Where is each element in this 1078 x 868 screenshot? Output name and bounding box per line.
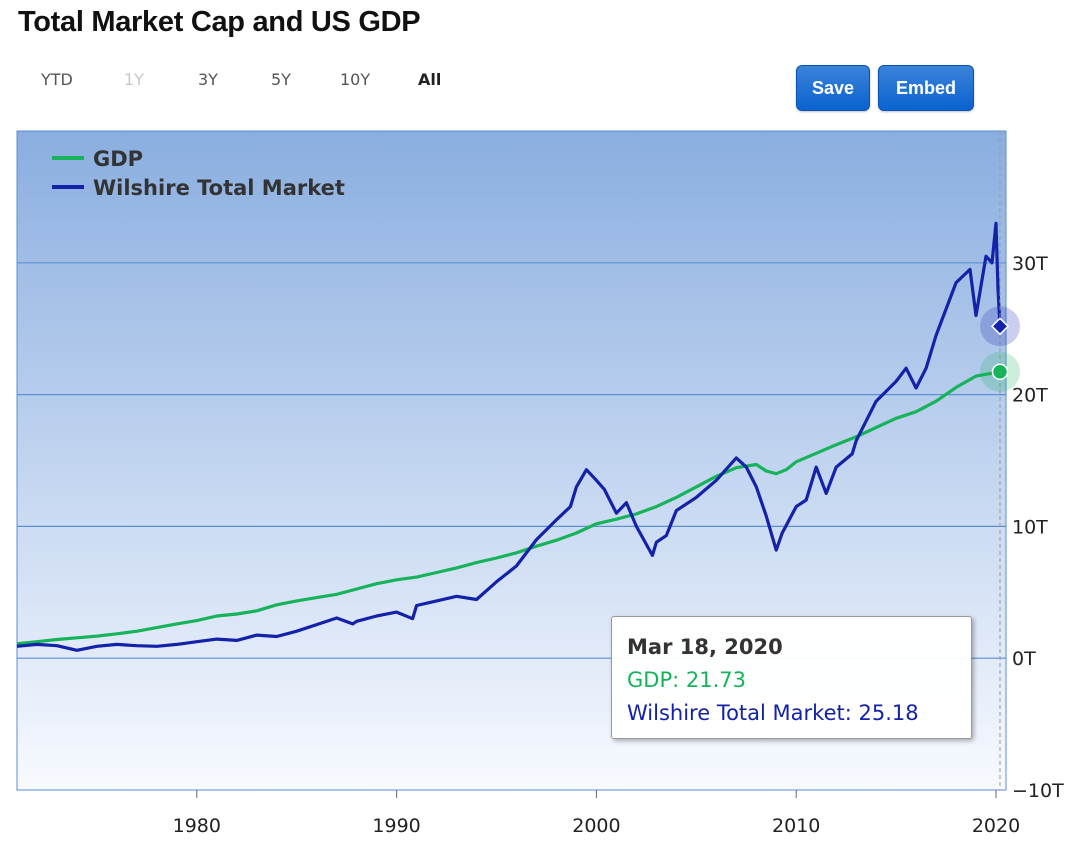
y-tick-label: 0T [1012, 648, 1036, 670]
y-tick-label: 20T [1012, 385, 1048, 407]
x-tick-label: 2010 [772, 815, 820, 837]
range-ytd-button[interactable]: YTD [41, 70, 73, 89]
save-button[interactable]: Save [796, 65, 870, 111]
chart: −10T 0T 10T 20T 30T 1980 1990 2000 2010 2020 GDP… [16, 130, 1064, 837]
tooltip-date: Mar 18, 2020 [627, 635, 783, 659]
x-tick-label: 2020 [972, 815, 1020, 837]
wilshire-line[interactable] [16, 221, 1002, 652]
legend-wilshire-label[interactable]: Wilshire Total Market [93, 176, 345, 200]
y-tick-label: 30T [1012, 253, 1048, 275]
page-title: Total Market Cap and US GDP [18, 6, 421, 38]
range-3y-button[interactable]: 3Y [198, 70, 218, 89]
x-tick-label: 1990 [372, 815, 420, 837]
y-tick-label: −10T [1012, 780, 1064, 802]
range-10y-button[interactable]: 10Y [340, 70, 371, 89]
gdp-hover-marker [991, 363, 1009, 381]
x-tick-label: 2000 [572, 815, 620, 837]
wilshire-hover-marker [990, 317, 1010, 336]
y-tick-label: 10T [1012, 516, 1048, 538]
range-1y-button: 1Y [124, 70, 144, 89]
legend-gdp-label[interactable]: GDP [93, 147, 143, 171]
tooltip-wilshire: Wilshire Total Market: 25.18 [627, 701, 919, 725]
legend: GDP Wilshire Total Market [52, 147, 345, 200]
range-all-button[interactable]: All [418, 70, 442, 89]
gdp-line[interactable] [16, 370, 1001, 646]
x-tick-label: 1980 [173, 815, 221, 837]
range-5y-button[interactable]: 5Y [271, 70, 291, 89]
embed-button[interactable]: Embed [878, 65, 974, 111]
tooltip-gdp: GDP: 21.73 [627, 668, 746, 692]
tooltip: Mar 18, 2020 GDP: 21.73 Wilshire Total M… [611, 616, 972, 739]
